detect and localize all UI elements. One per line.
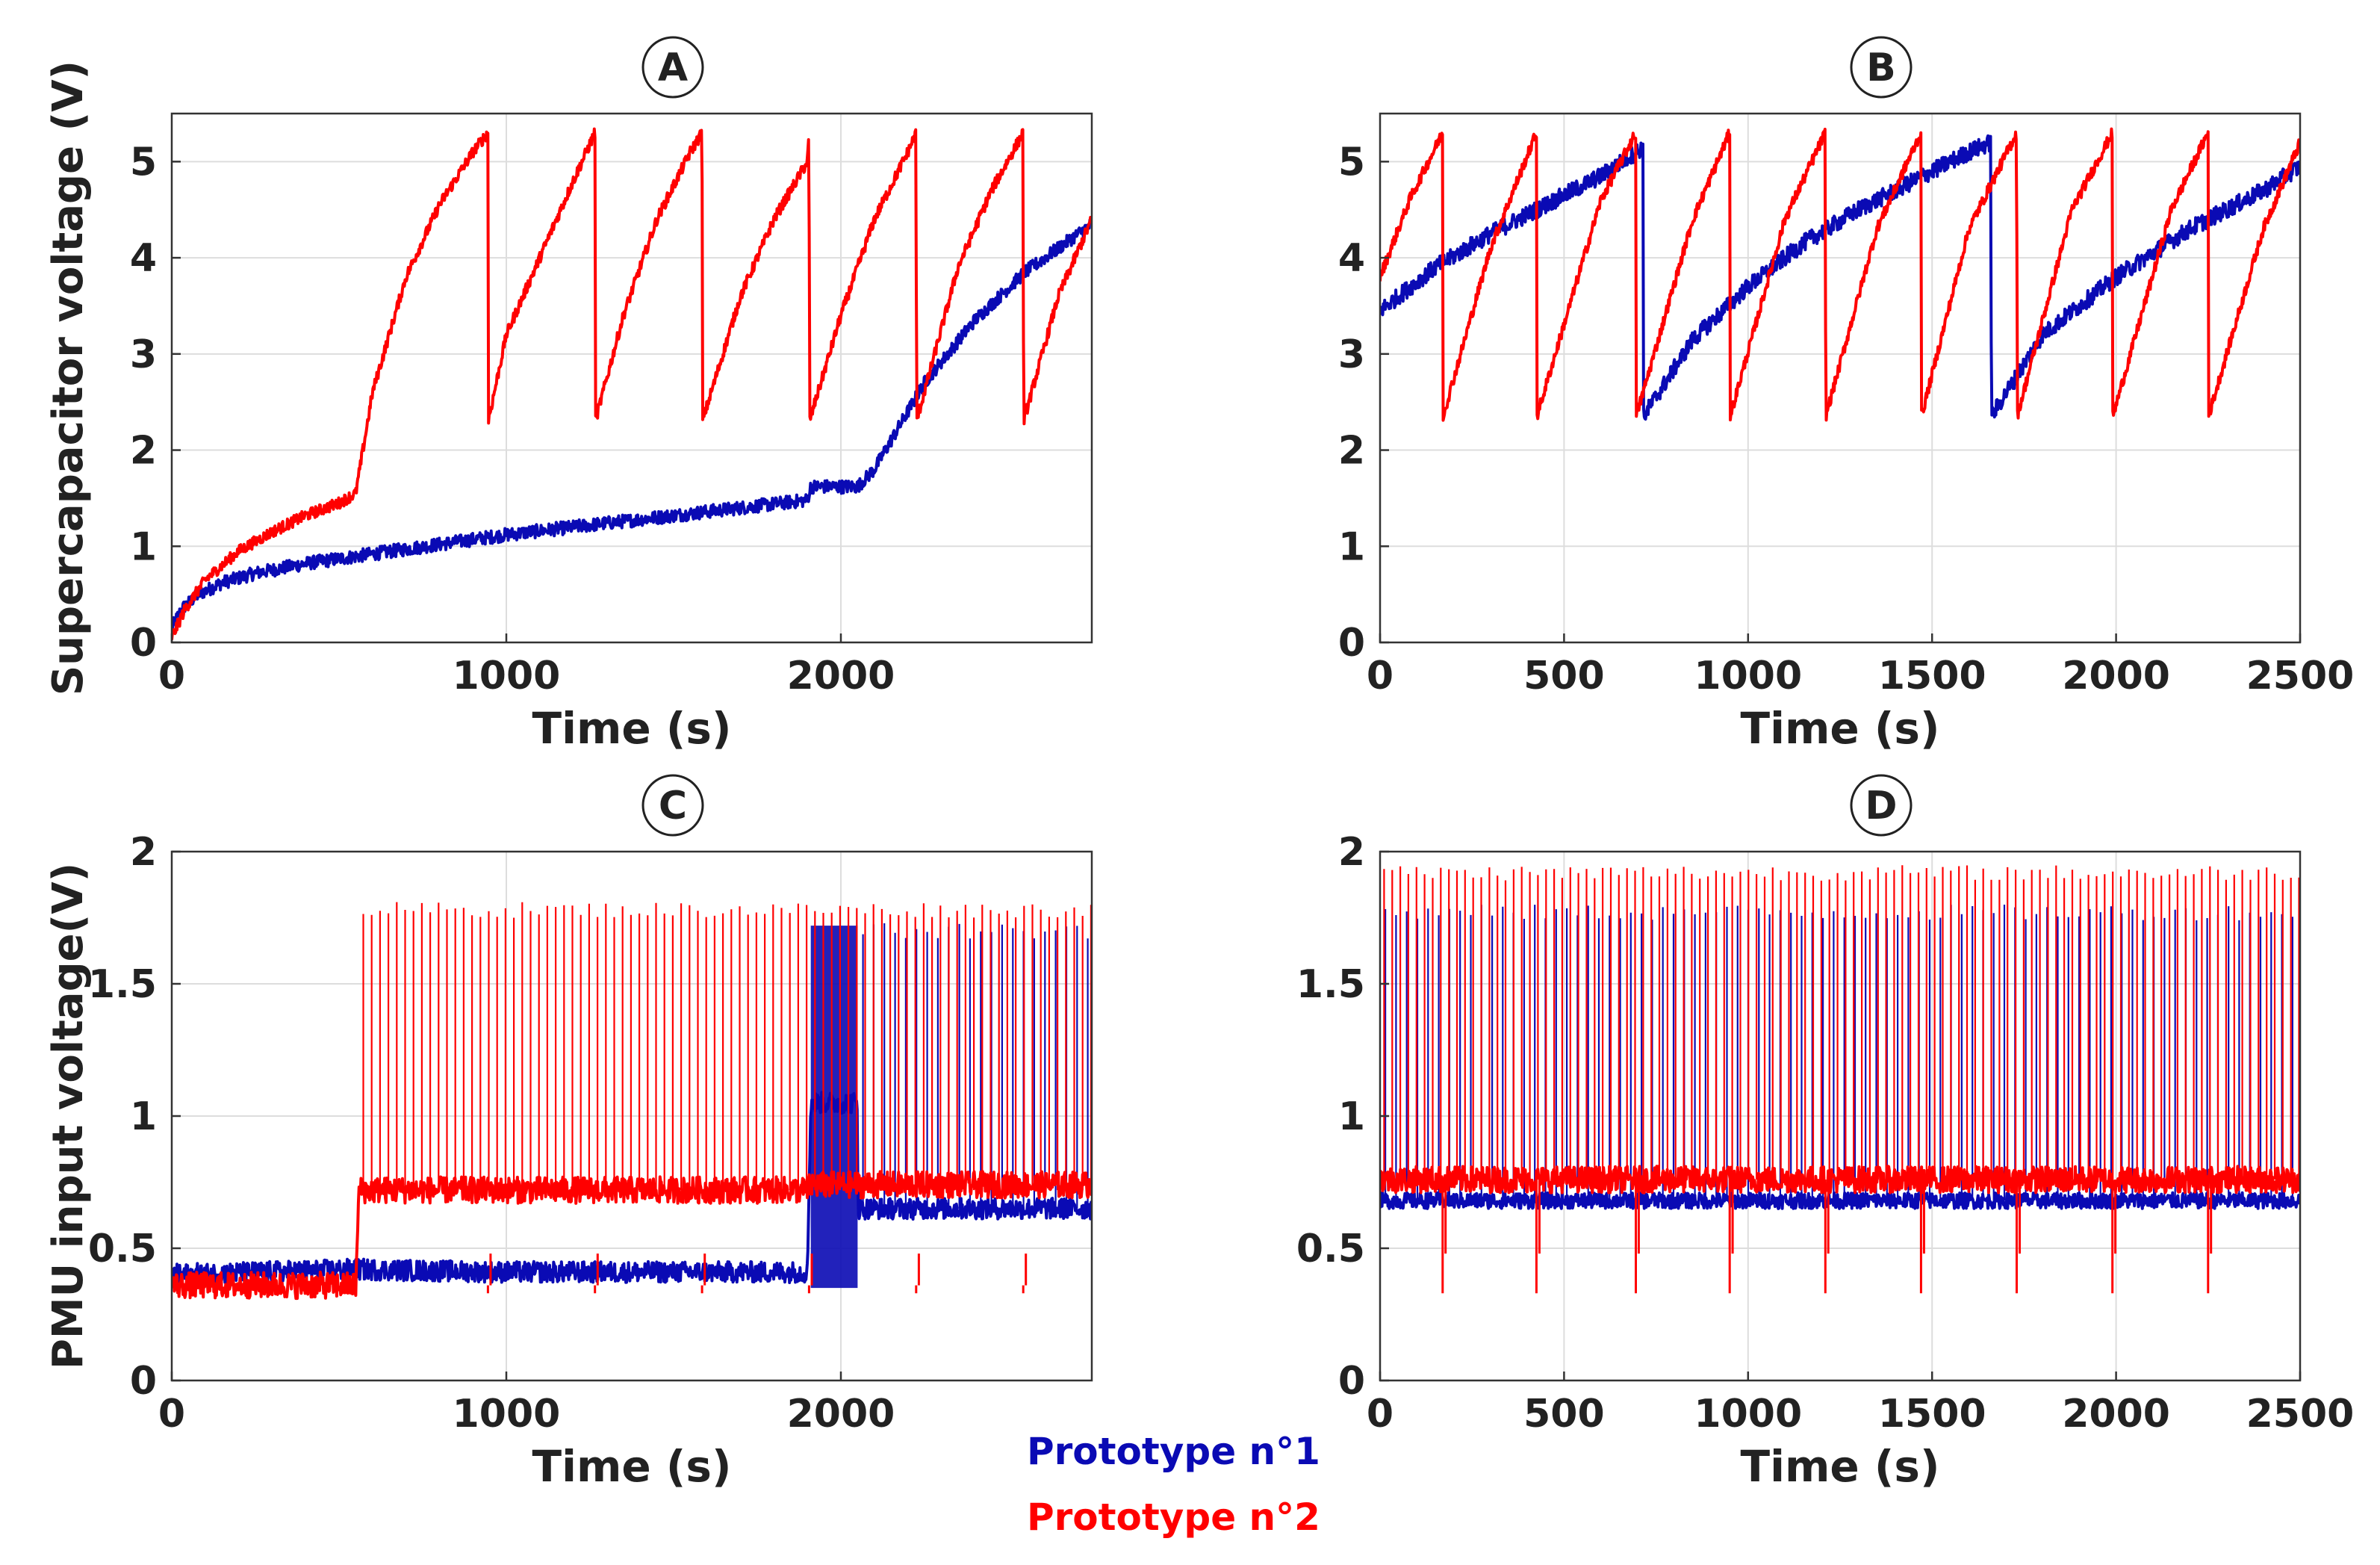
series-line-1 [1380,1191,2300,1210]
chart-panel-c: 0 1000 2000 0 0.5 1 1.5 2 Time (s) PMU input volt… [44,774,1093,1492]
series-burst-1 [810,926,858,1289]
x-axis-label: Time (s) [1741,703,1940,754]
panel-label-circle [1850,36,1913,99]
y-tick-label: 1 [130,524,157,569]
y-tick-label: 0 [1338,1359,1365,1404]
x-axis-label: Time (s) [1741,1441,1940,1492]
x-tick-label: 1500 [1878,654,1986,698]
x-tick-label: 2500 [2246,654,2355,698]
chart-panel-a: 0 1000 2000 0 1 2 3 4 5 Time (s) Supercapacitor vo… [44,36,1093,754]
x-tick-label: 2500 [2246,1392,2355,1437]
panel-label: C [659,784,687,828]
y-tick-label: 3 [1338,332,1365,377]
x-tick-label: 0 [1367,654,1393,698]
y-tick-label: 0 [130,621,157,666]
y-tick-label: 2 [1338,429,1365,474]
panel-label: A [658,46,688,90]
legend-entry-prototype-1: Prototype n°1 [1027,1430,1320,1473]
axes-frame [170,112,1093,644]
x-tick-label: 500 [1523,1392,1605,1437]
panel-label-circle [641,36,704,99]
x-tick-label: 2000 [787,654,895,698]
x-tick-label: 1000 [453,1392,561,1437]
y-tick-label: 2 [130,429,157,474]
y-tick-label: 3 [130,332,157,377]
x-tick-label: 0 [1367,1392,1393,1437]
series-line-1 [1380,134,2300,421]
x-axis-label: Time (s) [532,1441,732,1492]
y-tick-label: 0 [130,1359,157,1404]
y-tick-label: 1 [1338,1094,1365,1139]
y-axis-label: Supercapacitor voltage (V) [44,61,93,695]
x-axis-label: Time (s) [532,703,732,754]
series-line-2 [1380,127,2300,422]
y-tick-label: 0.5 [88,1227,157,1271]
series-line-1 [172,218,1092,631]
y-tick-label: 5 [1338,140,1365,185]
x-tick-label: 2000 [2062,654,2170,698]
series-spikes-2 [362,902,1092,1191]
y-tick-label: 2 [130,830,157,875]
y-tick-label: 1 [1338,524,1365,569]
x-tick-label: 2000 [2062,1392,2170,1437]
series-dips-2 [1441,1180,2213,1294]
y-tick-label: 0.5 [1296,1227,1365,1271]
legend-entry-prototype-2: Prototype n°2 [1027,1496,1320,1539]
panel-label: D [1865,784,1897,828]
y-tick-label: 4 [1338,236,1365,281]
series-spikes-2 [1383,865,2300,1180]
y-tick-label: 4 [130,236,157,281]
x-tick-label: 1500 [1878,1392,1986,1437]
x-tick-label: 0 [158,1392,185,1437]
x-tick-label: 1000 [453,654,561,698]
x-tick-label: 1000 [1694,654,1802,698]
axes-frame [1379,112,2302,644]
series-line-2 [172,127,1092,640]
y-axis-label: PMU input voltage(V) [44,863,93,1369]
y-tick-label: 1.5 [1296,962,1365,1007]
y-tick-label: 5 [130,140,157,185]
x-tick-label: 1000 [1694,1392,1802,1437]
y-tick-label: 2 [1338,830,1365,875]
panel-label-circle [641,774,704,837]
x-tick-label: 0 [158,654,185,698]
plot-area [172,114,1092,642]
chart-panel-b: 0 500 1000 1500 2000 2500 0 1 2 3 4 5 Time (s) B [1338,36,2355,754]
panel-label: B [1866,46,1896,90]
y-tick-label: 0 [1338,621,1365,666]
chart-panel-d: 0 500 1000 1500 2000 2500 0 0.5 1 1.5 2 Time (s) D [1296,774,2355,1492]
x-tick-label: 500 [1523,654,1605,698]
series-dips-2 [486,1253,1028,1294]
series-line-2 [1380,1165,2300,1194]
panel-label-circle [1850,774,1913,837]
x-tick-label: 2000 [787,1392,895,1437]
y-tick-label: 1 [130,1094,157,1139]
y-tick-label: 1.5 [88,962,157,1007]
legend: Prototype n°1 Prototype n°2 [1027,1430,1320,1539]
plot-area [1380,114,2300,642]
